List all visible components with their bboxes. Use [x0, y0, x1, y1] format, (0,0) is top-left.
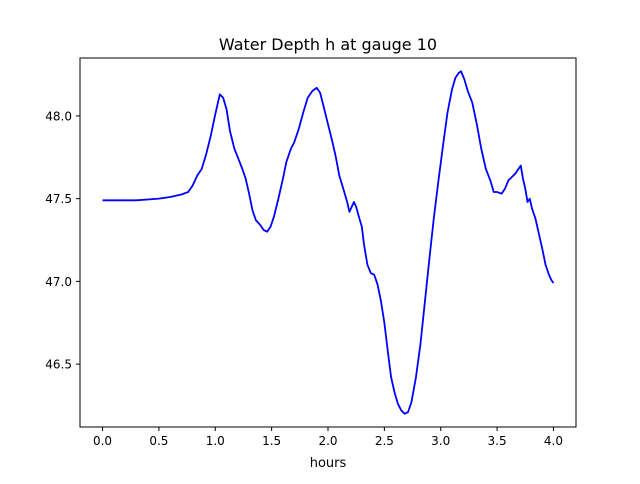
x-axis: 0.0 0.5 1.0 1.5 2.0 2.5 3.0 3.5 4.0 — [93, 427, 563, 448]
y-tick-label: 48.0 — [45, 109, 72, 123]
x-tick-label: 1.5 — [262, 434, 281, 448]
x-tick-label: 4.0 — [544, 434, 563, 448]
x-axis-label: hours — [310, 456, 347, 471]
x-tick-label: 1.0 — [206, 434, 225, 448]
x-tick-label: 2.5 — [375, 434, 394, 448]
x-tick-label: 2.0 — [318, 434, 337, 448]
y-axis: 46.5 47.0 47.5 48.0 — [45, 109, 80, 372]
y-tick-label: 47.5 — [45, 192, 72, 206]
y-tick-label: 46.5 — [45, 358, 72, 372]
x-tick-label: 3.0 — [431, 434, 450, 448]
y-tick-label: 47.0 — [45, 275, 72, 289]
x-tick-label: 0.0 — [93, 434, 112, 448]
x-tick-label: 3.5 — [488, 434, 507, 448]
x-tick-label: 0.5 — [149, 434, 168, 448]
chart-title: Water Depth h at gauge 10 — [219, 35, 437, 54]
series-line-0 — [102, 70, 555, 415]
plot-area — [102, 70, 555, 415]
